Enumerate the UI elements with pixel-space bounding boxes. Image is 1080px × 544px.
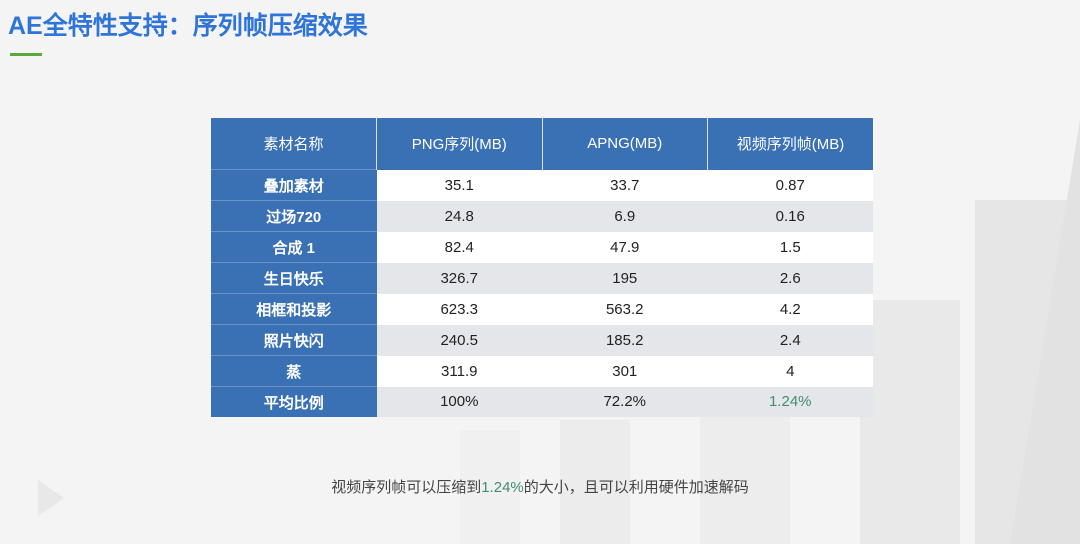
table-row: 生日快乐 326.7 195 2.6 [211,262,873,294]
slide-title: AE全特性支持：序列帧压缩效果 [8,12,368,40]
row-name: 相框和投影 [211,293,377,325]
png-value: 24.8 [376,200,542,232]
apng-value: 195 [542,262,708,294]
play-arrow-icon [38,480,64,516]
table-row: 合成 1 82.4 47.9 1.5 [211,231,873,263]
apng-value: 6.9 [542,200,708,232]
title-underline [10,53,42,56]
row-name: 蒸 [211,355,377,387]
caption-text-after: 的大小，且可以利用硬件加速解码 [523,479,749,496]
table-row: 平均比例 100% 72.2% 1.24% [211,386,873,417]
png-value: 35.1 [376,169,542,201]
row-name: 过场720 [211,200,377,232]
apng-value: 72.2% [542,386,708,417]
png-value: 311.9 [376,355,542,387]
png-value: 326.7 [376,262,542,294]
row-name: 平均比例 [211,386,377,417]
header-apng: APNG(MB) [542,118,708,170]
caption-highlight: 1.24% [481,479,524,496]
apng-value: 185.2 [542,324,708,356]
video-value: 2.6 [707,262,873,294]
video-value: 1.5 [707,231,873,263]
table-row: 过场720 24.8 6.9 0.16 [211,200,873,232]
table-header-row: 素材名称 PNG序列(MB) APNG(MB) 视频序列帧(MB) [211,118,873,170]
table-row: 照片快闪 240.5 185.2 2.4 [211,324,873,356]
video-value: 0.87 [707,169,873,201]
header-png: PNG序列(MB) [376,118,543,170]
apng-value: 33.7 [542,169,708,201]
apng-value: 301 [542,355,708,387]
png-value: 623.3 [376,293,542,325]
video-value: 2.4 [707,324,873,356]
video-value: 4 [707,355,873,387]
video-value-highlight: 1.24% [707,386,873,417]
png-value: 82.4 [376,231,542,263]
table-row: 叠加素材 35.1 33.7 0.87 [211,169,873,201]
video-value: 0.16 [707,200,873,232]
row-name: 照片快闪 [211,324,377,356]
header-material-name: 素材名称 [211,118,377,170]
png-value: 240.5 [376,324,542,356]
row-name: 生日快乐 [211,262,377,294]
row-name: 叠加素材 [211,169,377,201]
caption-text-before: 视频序列帧可以压缩到 [331,479,482,496]
compression-table: 素材名称 PNG序列(MB) APNG(MB) 视频序列帧(MB) 叠加素材 3… [211,118,873,417]
video-value: 4.2 [707,293,873,325]
table-row: 相框和投影 623.3 563.2 4.2 [211,293,873,325]
apng-value: 47.9 [542,231,708,263]
table-row: 蒸 311.9 301 4 [211,355,873,387]
caption: 视频序列帧可以压缩到1.24%的大小，且可以利用硬件加速解码 [0,476,1080,497]
row-name: 合成 1 [211,231,377,263]
png-value: 100% [376,386,542,417]
apng-value: 563.2 [542,293,708,325]
header-video: 视频序列帧(MB) [707,118,873,170]
